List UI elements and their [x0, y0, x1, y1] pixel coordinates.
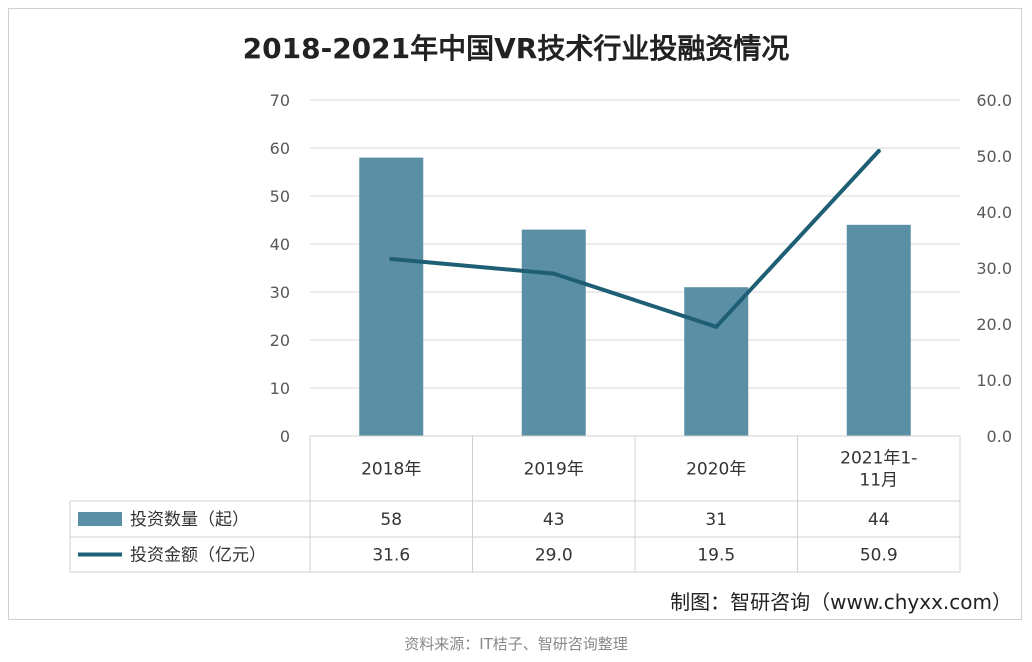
- bar: [521, 229, 586, 436]
- line-point: [714, 324, 719, 329]
- left-tick-label: 10: [270, 379, 290, 398]
- data-label: 31.6: [372, 546, 410, 566]
- right-tick-label: 30.0: [976, 259, 1012, 278]
- data-label: 44: [868, 510, 890, 530]
- data-label: 29.0: [535, 546, 573, 566]
- source-note: 资料来源：IT桔子、智研咨询整理: [404, 635, 628, 653]
- line-series: [389, 148, 881, 329]
- bar: [846, 224, 911, 436]
- left-axis: 0 10 20 30 40 50 60 70: [270, 91, 290, 446]
- right-tick-label: 10.0: [976, 371, 1012, 390]
- data-label: 43: [543, 510, 565, 530]
- left-tick-label: 20: [270, 331, 290, 350]
- line-point: [389, 257, 394, 262]
- bar: [359, 157, 424, 436]
- left-tick-label: 0: [280, 427, 290, 446]
- line-series-path: [389, 148, 881, 329]
- left-tick-label: 50: [270, 187, 290, 206]
- chart-title: 2018-2021年中国VR技术行业投融资情况: [243, 32, 790, 65]
- legend-swatch-bar: [78, 512, 122, 526]
- category-label: 2021年1-: [840, 449, 917, 469]
- chart-credit: 制图：智研咨询（www.chyxx.com）: [670, 590, 1012, 614]
- data-label: 58: [380, 510, 402, 530]
- legend-label-line: 投资金额（亿元）: [130, 546, 266, 566]
- right-tick-label: 20.0: [976, 315, 1012, 334]
- data-label: 19.5: [697, 546, 735, 566]
- category-label: 2019年: [524, 460, 584, 480]
- bar-series: [359, 157, 911, 436]
- left-tick-label: 70: [270, 91, 290, 110]
- right-tick-label: 0.0: [987, 427, 1012, 446]
- legend-label-bar: 投资数量（起）: [130, 510, 249, 530]
- category-label: 11月: [859, 471, 898, 491]
- bar: [684, 287, 749, 436]
- data-label: 50.9: [860, 546, 898, 566]
- right-axis: 0.0 10.0 20.0 30.0 40.0 50.0 60.0: [976, 91, 1012, 446]
- line-point: [551, 271, 556, 276]
- category-label: 2020年: [686, 460, 746, 480]
- left-tick-label: 60: [270, 139, 290, 158]
- right-tick-label: 40.0: [976, 203, 1012, 222]
- line-point: [876, 148, 881, 153]
- left-tick-label: 40: [270, 235, 290, 254]
- right-tick-label: 60.0: [976, 91, 1012, 110]
- left-tick-label: 30: [270, 283, 290, 302]
- data-label: 31: [705, 510, 727, 530]
- category-label: 2018年: [361, 460, 421, 480]
- right-tick-label: 50.0: [976, 147, 1012, 166]
